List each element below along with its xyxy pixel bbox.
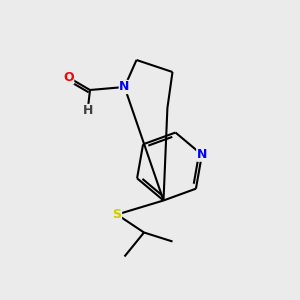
- Text: S: S: [112, 208, 122, 221]
- Text: N: N: [197, 148, 207, 161]
- Text: N: N: [119, 80, 130, 94]
- Text: H: H: [82, 104, 93, 118]
- Text: O: O: [63, 71, 74, 84]
